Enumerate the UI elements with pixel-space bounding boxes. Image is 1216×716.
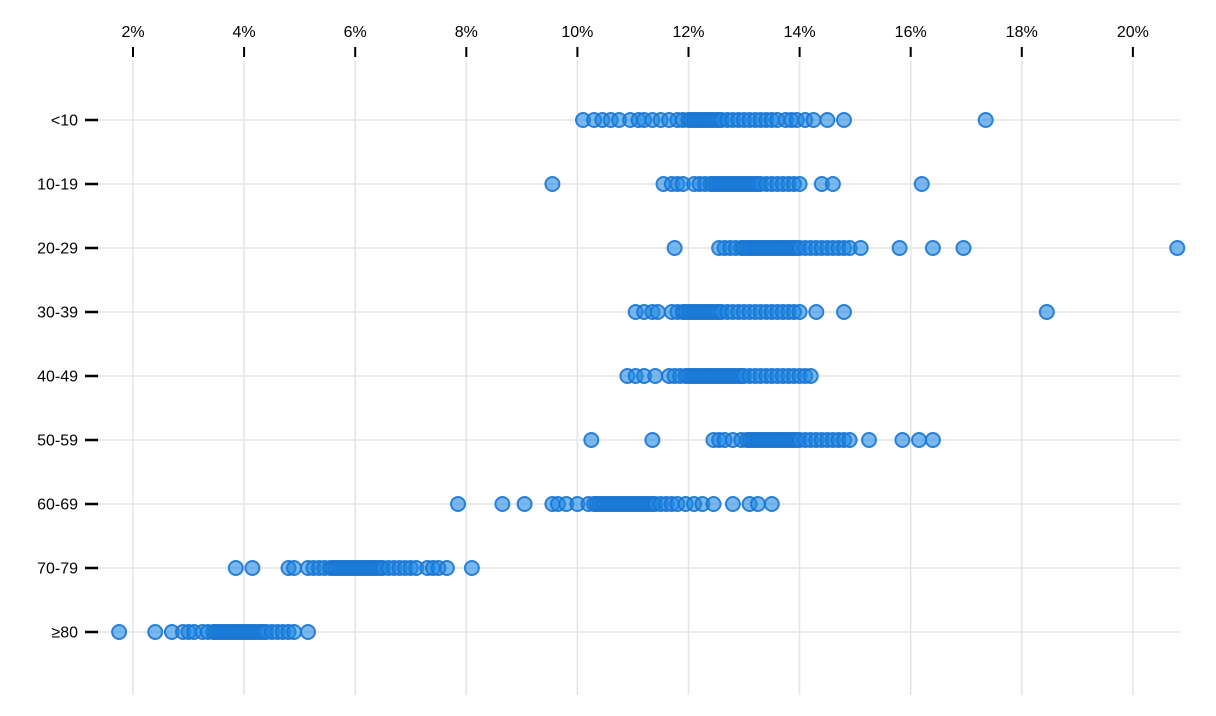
data-point — [791, 304, 808, 320]
data-point — [724, 496, 741, 512]
data-point — [955, 240, 972, 256]
data-point — [749, 496, 766, 512]
x-axis-tick-label: 6% — [344, 24, 367, 41]
y-axis-category-label: 20-29 — [37, 241, 78, 258]
x-axis-tick-label: 8% — [455, 24, 478, 41]
data-point — [286, 624, 303, 640]
data-point — [861, 432, 877, 448]
data-point — [791, 176, 808, 192]
data-point — [438, 560, 455, 576]
data-point — [450, 496, 466, 512]
y-axis-category-label: ≥80 — [51, 625, 78, 642]
data-point — [808, 304, 825, 320]
data-point — [286, 560, 303, 576]
data-point — [1038, 304, 1055, 320]
data-point — [913, 176, 930, 192]
data-point — [841, 432, 858, 448]
data-point — [516, 496, 533, 512]
data-point — [824, 176, 841, 192]
x-axis-tick-label: 10% — [561, 24, 593, 41]
x-axis-tick-label: 2% — [121, 24, 144, 41]
y-axis-category-label: 10-19 — [37, 177, 78, 194]
data-point — [649, 304, 666, 320]
x-axis-tick-label: 18% — [1006, 24, 1038, 41]
x-axis-tick-label: 16% — [895, 24, 927, 41]
data-point — [705, 496, 722, 512]
data-point — [911, 432, 927, 448]
data-point — [666, 240, 683, 256]
y-axis-category-label: 30-39 — [37, 305, 78, 322]
data-point — [494, 496, 511, 512]
data-point — [836, 112, 852, 128]
data-point — [977, 112, 994, 128]
data-point — [891, 240, 908, 256]
data-point — [227, 560, 244, 576]
y-axis-category-label: 60-69 — [37, 497, 78, 514]
data-point — [147, 624, 164, 640]
data-point — [1169, 240, 1186, 256]
x-axis-tick-label: 20% — [1117, 24, 1149, 41]
data-point — [583, 432, 600, 448]
data-point — [894, 432, 911, 448]
data-point — [924, 432, 941, 448]
data-point — [544, 176, 561, 192]
data-point — [852, 240, 869, 256]
y-axis-category-label: 50-59 — [37, 433, 78, 450]
data-point — [644, 432, 661, 448]
data-point — [836, 304, 852, 320]
y-axis-category-label: 40-49 — [37, 369, 78, 386]
x-axis-tick-label: 4% — [233, 24, 256, 41]
data-point — [300, 624, 316, 640]
data-point — [819, 112, 836, 128]
data-point — [463, 560, 480, 576]
data-point — [805, 112, 822, 128]
data-point — [763, 496, 780, 512]
data-point — [802, 368, 819, 384]
data-point — [647, 368, 664, 384]
y-axis-category-label: <10 — [51, 113, 78, 130]
data-point — [111, 624, 128, 640]
y-axis-category-label: 70-79 — [37, 561, 78, 578]
data-point — [924, 240, 941, 256]
x-axis-tick-label: 12% — [672, 24, 704, 41]
x-axis-tick-label: 14% — [784, 24, 816, 41]
data-point — [244, 560, 261, 576]
